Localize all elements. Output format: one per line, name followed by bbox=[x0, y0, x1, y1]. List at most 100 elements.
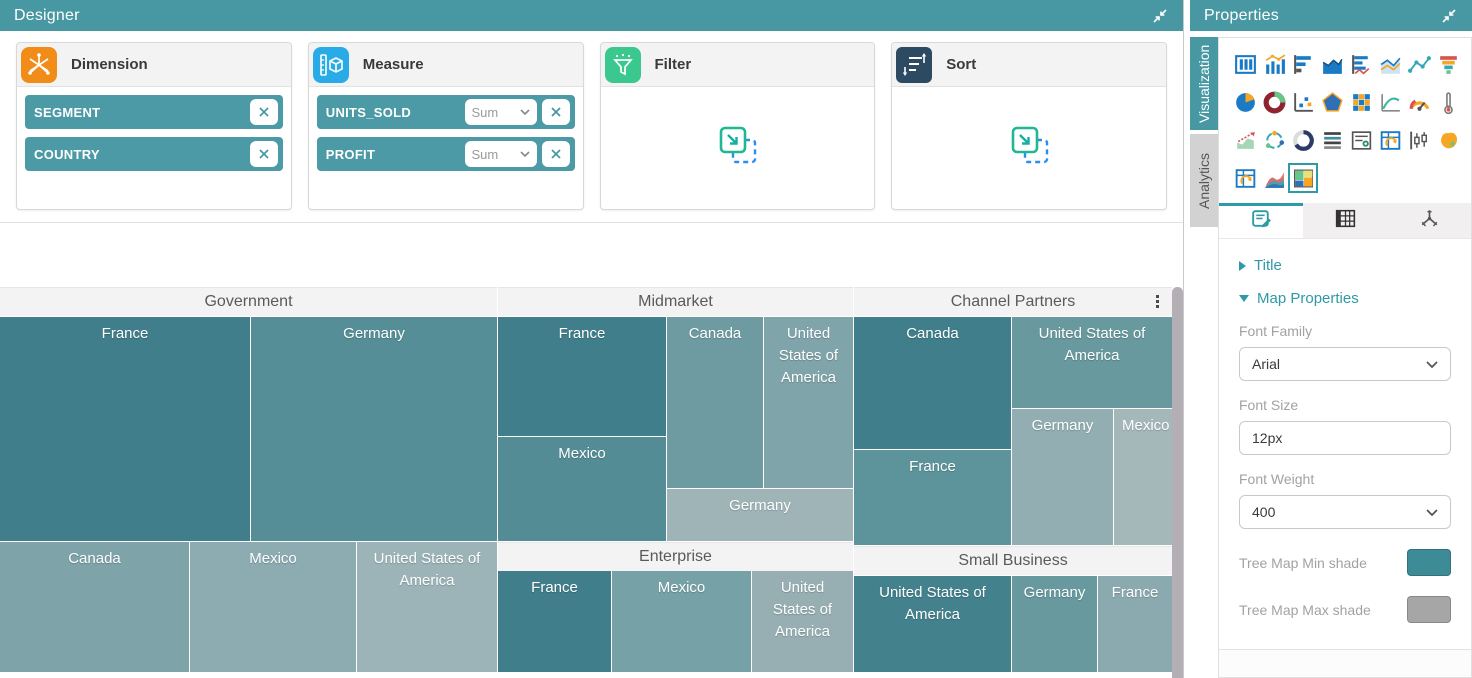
aggregation-select[interactable]: Sum bbox=[465, 99, 537, 125]
treemap-tile-channel-partners-united-states-of-america[interactable]: United States of America bbox=[1012, 317, 1172, 408]
stacked-area-icon[interactable] bbox=[1377, 51, 1403, 77]
dimension-card: Dimension SEGMENT COUNTRY bbox=[16, 42, 292, 210]
sort-drop-zone[interactable] bbox=[892, 87, 1166, 210]
treemap: GovernmentFranceGermanyCanadaMexicoUnite… bbox=[0, 287, 1172, 678]
column-line-icon[interactable] bbox=[1261, 51, 1287, 77]
collapse-panel-icon[interactable] bbox=[1151, 7, 1169, 25]
treemap-tile-midmarket-canada[interactable]: Canada bbox=[667, 317, 763, 488]
line-markers-icon[interactable] bbox=[1406, 51, 1432, 77]
settings-tab-axis-settings[interactable] bbox=[1387, 203, 1471, 238]
treemap-tile-enterprise-france[interactable]: France bbox=[498, 571, 611, 672]
tree-map-min-shade-swatch[interactable] bbox=[1407, 549, 1451, 576]
treemap-tile-small-business-france[interactable]: France bbox=[1098, 576, 1172, 672]
ring-chart-icon[interactable] bbox=[1290, 127, 1316, 153]
remove-field-icon[interactable] bbox=[250, 141, 278, 167]
tab-visualization[interactable]: Visualization bbox=[1190, 37, 1218, 130]
visualization-icon-grid bbox=[1219, 38, 1471, 203]
tree-map-max-shade-swatch[interactable] bbox=[1407, 596, 1451, 623]
section-map-properties[interactable]: Map Properties bbox=[1239, 290, 1451, 307]
treemap-tile-government-france[interactable]: France bbox=[0, 317, 250, 541]
treemap-tile-small-business-germany[interactable]: Germany bbox=[1012, 576, 1097, 672]
treemap-tile-government-canada[interactable]: Canada bbox=[0, 542, 189, 672]
properties-content: Title Map Properties Font Family Arial F… bbox=[1219, 239, 1471, 623]
map-icon[interactable] bbox=[1435, 127, 1461, 153]
treemap-tile-government-germany[interactable]: Germany bbox=[251, 317, 497, 541]
treemap-tile-small-business-united-states-of-america[interactable]: United States of America bbox=[854, 576, 1011, 672]
bar-line-icon[interactable] bbox=[1348, 51, 1374, 77]
treemap-group-header-channel-partners[interactable]: Channel Partners bbox=[854, 287, 1172, 316]
pivot-grid-icon[interactable] bbox=[1377, 127, 1403, 153]
tree-map-min-shade-label: Tree Map Min shade bbox=[1239, 555, 1367, 571]
remove-field-icon[interactable] bbox=[250, 99, 278, 125]
treemap-group-label: Small Business bbox=[958, 552, 1067, 570]
funnel-colored-icon[interactable] bbox=[1435, 51, 1461, 77]
pivot-grid2-icon[interactable] bbox=[1232, 165, 1258, 191]
box-whisker-icon[interactable] bbox=[1406, 127, 1432, 153]
treemap-tile-midmarket-germany[interactable]: Germany bbox=[667, 489, 853, 541]
treemap-vertical-scrollbar[interactable] bbox=[1172, 287, 1183, 678]
designer-title: Designer bbox=[14, 7, 80, 25]
doughnut-chart-icon[interactable] bbox=[1261, 89, 1287, 115]
remove-field-icon[interactable] bbox=[542, 99, 570, 125]
remove-field-icon[interactable] bbox=[542, 141, 570, 167]
aggregation-select[interactable]: Sum bbox=[465, 141, 537, 167]
scatter-chart-icon[interactable] bbox=[1290, 89, 1316, 115]
general-settings-icon bbox=[1249, 207, 1274, 237]
measure-card-header: Measure bbox=[309, 43, 583, 87]
section-title[interactable]: Title bbox=[1239, 257, 1451, 274]
treemap-tile-channel-partners-canada[interactable]: Canada bbox=[854, 317, 1011, 449]
polygon-chart-icon[interactable] bbox=[1319, 89, 1345, 115]
bar-chart-icon[interactable] bbox=[1290, 51, 1316, 77]
tree-map-max-shade-row: Tree Map Max shade bbox=[1239, 596, 1451, 623]
list-settings-icon[interactable] bbox=[1348, 127, 1374, 153]
measure-card: Measure UNITS_SOLD Sum PROFIT bbox=[308, 42, 584, 210]
treemap-tile-government-united-states-of-america[interactable]: United States of America bbox=[357, 542, 497, 672]
treemap-tile-channel-partners-germany[interactable]: Germany bbox=[1012, 409, 1113, 545]
treemap-group-header-government[interactable]: Government bbox=[0, 287, 497, 316]
font-size-input[interactable]: 12px bbox=[1239, 421, 1451, 455]
radial-flow-icon[interactable] bbox=[1261, 127, 1287, 153]
multi-area-icon[interactable] bbox=[1261, 165, 1287, 191]
chevron-right-icon bbox=[1239, 261, 1246, 271]
treemap-tile-midmarket-mexico[interactable]: Mexico bbox=[498, 437, 666, 541]
grid-chart-icon[interactable] bbox=[1232, 51, 1258, 77]
pie-chart-icon[interactable] bbox=[1232, 89, 1258, 115]
treemap-tile-midmarket-united-states-of-america[interactable]: United States of America bbox=[764, 317, 853, 488]
treemap-tile-midmarket-france[interactable]: France bbox=[498, 317, 666, 436]
treemap-tile-enterprise-united-states-of-america[interactable]: United States of America bbox=[752, 571, 853, 672]
treemap-tile-enterprise-mexico[interactable]: Mexico bbox=[612, 571, 751, 672]
gauge-icon[interactable] bbox=[1406, 89, 1432, 115]
rows-table-icon[interactable] bbox=[1319, 127, 1345, 153]
axis-settings-icon bbox=[1417, 206, 1442, 236]
treemap-group-header-enterprise[interactable]: Enterprise bbox=[498, 542, 853, 571]
heatmap-icon[interactable] bbox=[1348, 89, 1374, 115]
dimension-field-country[interactable]: COUNTRY bbox=[25, 137, 283, 171]
kebab-menu-icon[interactable] bbox=[1156, 295, 1160, 310]
treemap-icon[interactable] bbox=[1290, 165, 1316, 191]
treemap-group-header-midmarket[interactable]: Midmarket bbox=[498, 287, 853, 316]
settings-tab-general-settings[interactable] bbox=[1219, 203, 1303, 238]
treemap-group-label: Government bbox=[204, 293, 292, 311]
growth-area-icon[interactable] bbox=[1232, 127, 1258, 153]
treemap-tile-government-mexico[interactable]: Mexico bbox=[190, 542, 356, 672]
measure-field-profit[interactable]: PROFIT Sum bbox=[317, 137, 575, 171]
dimension-card-body: SEGMENT COUNTRY bbox=[17, 87, 291, 187]
treemap-group-label: Channel Partners bbox=[951, 293, 1076, 311]
treemap-tile-channel-partners-mexico[interactable]: Mexico bbox=[1114, 409, 1172, 545]
font-weight-select[interactable]: 400 bbox=[1239, 495, 1451, 529]
measure-field-units-sold[interactable]: UNITS_SOLD Sum bbox=[317, 95, 575, 129]
area-chart-icon[interactable] bbox=[1319, 51, 1345, 77]
settings-tab-data-table[interactable] bbox=[1303, 203, 1387, 238]
designer-divider bbox=[0, 222, 1183, 223]
treemap-group-header-small-business[interactable]: Small Business bbox=[854, 546, 1172, 575]
thermometer-icon[interactable] bbox=[1435, 89, 1461, 115]
treemap-tile-channel-partners-france[interactable]: France bbox=[854, 450, 1011, 545]
spline-chart-icon[interactable] bbox=[1377, 89, 1403, 115]
filter-drop-zone[interactable] bbox=[601, 87, 875, 210]
filter-card-header: Filter bbox=[601, 43, 875, 87]
collapse-panel-icon[interactable] bbox=[1440, 7, 1458, 25]
tab-analytics[interactable]: Analytics bbox=[1190, 134, 1218, 227]
filter-icon bbox=[605, 47, 641, 83]
dimension-field-segment[interactable]: SEGMENT bbox=[25, 95, 283, 129]
font-family-select[interactable]: Arial bbox=[1239, 347, 1451, 381]
